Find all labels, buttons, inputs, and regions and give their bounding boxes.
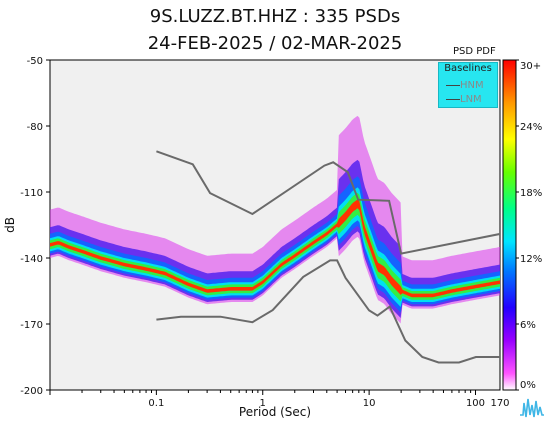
x-tick-label: 10 [363, 398, 376, 409]
x-tick-label: 1 [260, 398, 266, 409]
baseline-lnm [156, 259, 500, 364]
y-tick-label: -200 [20, 386, 43, 397]
chart-title: 9S.LUZZ.BT.HHZ : 335 PSDs [149, 6, 401, 27]
axes: -50 -80 -110 -140 -170 -200 0.1 1 10 100 170 [20, 56, 509, 409]
chart-subtitle: 24-FEB-2025 / 02-MAR-2025 [147, 33, 403, 54]
legend-entry-hnm: HNM [446, 80, 484, 91]
baselines [156, 150, 500, 364]
legend-title: Baselines [444, 63, 492, 74]
colorbar-tick-label: 18% [520, 188, 542, 199]
x-axis-label: Period (Sec) [239, 405, 311, 419]
legend-line-hnm [446, 84, 460, 86]
colorbar-tick-label: 24% [520, 122, 542, 133]
colorbar-tick-label: 6% [520, 320, 536, 331]
colorbar-title: PSD PDF [453, 46, 496, 57]
legend-label-hnm: HNM [460, 80, 484, 91]
legend: Baselines HNM LNM [438, 62, 498, 108]
y-axis-label: dB [3, 217, 17, 233]
x-tick-label: 170 [490, 398, 509, 409]
legend-line-lnm [446, 98, 460, 100]
y-tick-label: -80 [27, 122, 43, 133]
y-tick-label: -110 [20, 188, 43, 199]
plot-area [49, 59, 501, 391]
legend-entry-lnm: LNM [446, 94, 482, 105]
colorbar-tick-label: 12% [520, 254, 542, 265]
y-tick-label: -170 [20, 320, 43, 331]
density-band-core [50, 199, 500, 298]
waveform-logo-icon [520, 398, 544, 418]
psd-density [50, 115, 500, 324]
colorbar-ticks: 30+ 24% 18% 12% 6% 0% [516, 59, 542, 391]
legend-label-lnm: LNM [460, 94, 482, 105]
colorbar [502, 59, 517, 391]
baseline-hnm [156, 150, 500, 255]
x-tick-label: 0.1 [148, 398, 164, 409]
x-tick-label: 100 [466, 398, 485, 409]
y-tick-label: -50 [27, 56, 43, 67]
colorbar-tick-label: 30+ [520, 61, 541, 72]
colorbar-tick-label: 0% [520, 380, 536, 391]
y-tick-label: -140 [20, 254, 43, 265]
